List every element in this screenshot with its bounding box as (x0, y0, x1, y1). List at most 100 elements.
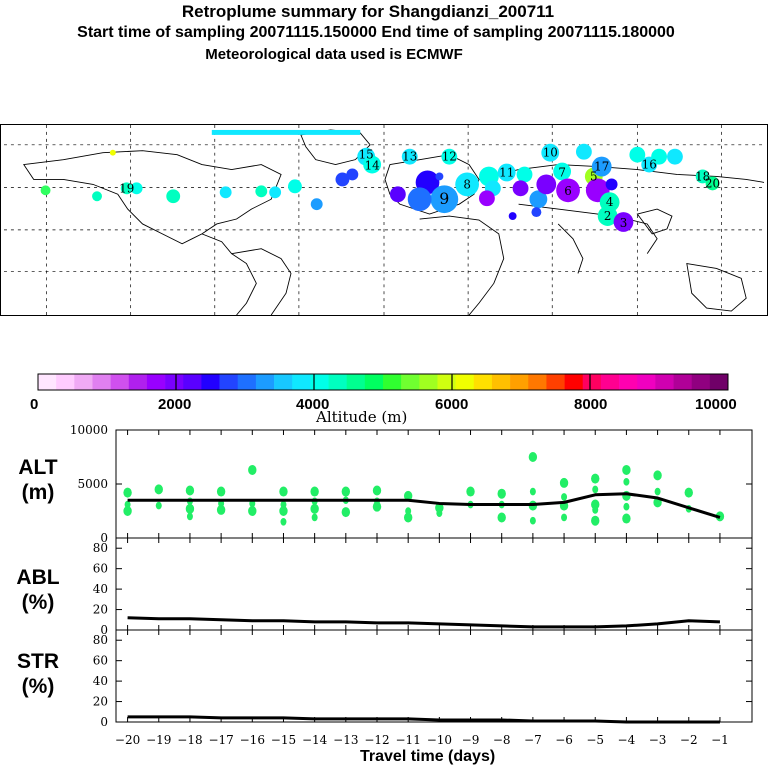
alt-axis-name: ALT (18, 456, 58, 479)
colorbar-swatch (128, 374, 148, 390)
x-tick-label: −6 (555, 733, 573, 747)
colorbar-swatch (146, 374, 166, 390)
x-tick-label: −5 (586, 733, 604, 747)
panel-frame-alt (115, 429, 753, 539)
colorbar-label-2000: 2000 (158, 396, 192, 413)
x-tick-label: −4 (618, 733, 636, 747)
x-tick-label: −11 (396, 733, 421, 747)
series-line-str (127, 715, 720, 724)
x-tick-label: −8 (493, 733, 511, 747)
series-line-alt (127, 492, 721, 519)
colorbar-label-0: 0 (30, 396, 39, 413)
map-label: 19 (119, 181, 134, 195)
map-markers (40, 129, 720, 232)
x-tick-label: −20 (115, 733, 140, 747)
map-label: 13 (402, 150, 417, 164)
altitude-point (311, 513, 318, 522)
x-axis-title: Travel time (days) (360, 748, 496, 765)
map-label: 4 (606, 195, 614, 209)
map-label: 18 (695, 169, 710, 183)
altitude-point (591, 515, 600, 526)
altitude-point (310, 503, 319, 514)
altitude-point (279, 506, 288, 516)
colorbar-swatch (310, 374, 329, 390)
colorbar-label-4000: 4000 (296, 396, 330, 413)
altitude-point (186, 512, 193, 521)
colorbar-swatch (383, 374, 402, 390)
altitude-point (466, 486, 475, 497)
colorbar-swatch (255, 374, 275, 390)
x-tick-label: −13 (333, 733, 358, 747)
altitude-point (684, 487, 693, 498)
altitude-point (310, 486, 319, 497)
map-label: 11 (499, 165, 514, 179)
colorbar-swatch (346, 374, 366, 390)
retroplume-map: 15 14 13 12 11 10 9 8 7 6 5 4 3 2 17 16 … (0, 124, 768, 316)
map-label: 5 (590, 169, 598, 183)
map-label: 8 (463, 177, 471, 191)
altitude-point (248, 464, 257, 475)
map-label: 12 (442, 150, 457, 164)
altitude-point (279, 486, 288, 497)
abl-axis-name: ABL (16, 566, 60, 589)
altitude-point (435, 502, 444, 513)
colorbar-swatch (165, 374, 184, 390)
colorbar-swatch (582, 374, 602, 390)
map-label: 10 (543, 146, 558, 160)
colorbar-swatch (473, 374, 493, 390)
colorbar-swatch (419, 374, 438, 390)
altitude-point (591, 473, 600, 484)
str-axis-unit: (%) (21, 675, 55, 698)
colorbar-swatch (619, 374, 638, 390)
colorbar-swatch (673, 374, 692, 390)
colorbar-label-10000: 10000 (695, 396, 737, 413)
altitude-point (623, 478, 630, 486)
colorbar-swatch (56, 374, 75, 390)
altitude-point (372, 501, 382, 512)
colorbar-swatch (237, 374, 257, 390)
y-tick-label: 0 (100, 531, 108, 545)
altitude-point (592, 506, 599, 514)
sampling-times: Start time of sampling 20071115.150000 E… (77, 24, 675, 41)
colorbar-swatch (38, 374, 57, 390)
x-tick-label: −10 (427, 733, 452, 747)
colorbar-swatch (183, 374, 202, 390)
abl-axis-unit: (%) (21, 591, 55, 614)
x-tick-label: −9 (462, 733, 480, 747)
series-line-abl (127, 616, 720, 629)
altitude-point (622, 513, 631, 524)
y-tick-label: 5000 (77, 477, 108, 491)
colorbar-swatch (655, 374, 674, 390)
x-tick-label: −16 (240, 733, 265, 747)
map-label: 17 (594, 160, 609, 174)
map-day-labels: 15 14 13 12 11 10 9 8 7 6 5 4 3 2 17 16 … (119, 146, 720, 230)
x-tick-label: −18 (177, 733, 202, 747)
map-label: 14 (365, 159, 380, 173)
altitude-point (372, 485, 382, 496)
altitude-point (403, 512, 413, 523)
colorbar-title: Altitude (m) (316, 408, 408, 426)
y-tick-label: 40 (93, 674, 108, 688)
colorbar-label-6000: 6000 (435, 396, 469, 413)
altitude-point (123, 487, 132, 498)
map-graticule (3, 125, 764, 315)
altitude-point (529, 516, 536, 525)
colorbar-swatch (491, 374, 511, 390)
colorbar-swatch (292, 374, 311, 390)
altitude-point (653, 470, 662, 481)
x-tick-label: −17 (208, 733, 233, 747)
map-label: 2 (604, 209, 612, 223)
colorbar-swatch (510, 374, 529, 390)
panel-frame-str (115, 629, 753, 723)
colorbar-swatch (401, 374, 420, 390)
altitude-colorbar (37, 373, 729, 391)
alt-axis-unit: (m) (21, 481, 55, 504)
altitude-point (341, 486, 351, 497)
x-tick-label: −19 (146, 733, 171, 747)
y-tick-label: 20 (93, 603, 108, 617)
chart-title: Retroplume summary for Shangdianzi_20071… (181, 2, 555, 21)
panel-frame-abl (115, 537, 753, 631)
altitude-point (497, 488, 506, 499)
map-label: 7 (558, 165, 566, 179)
